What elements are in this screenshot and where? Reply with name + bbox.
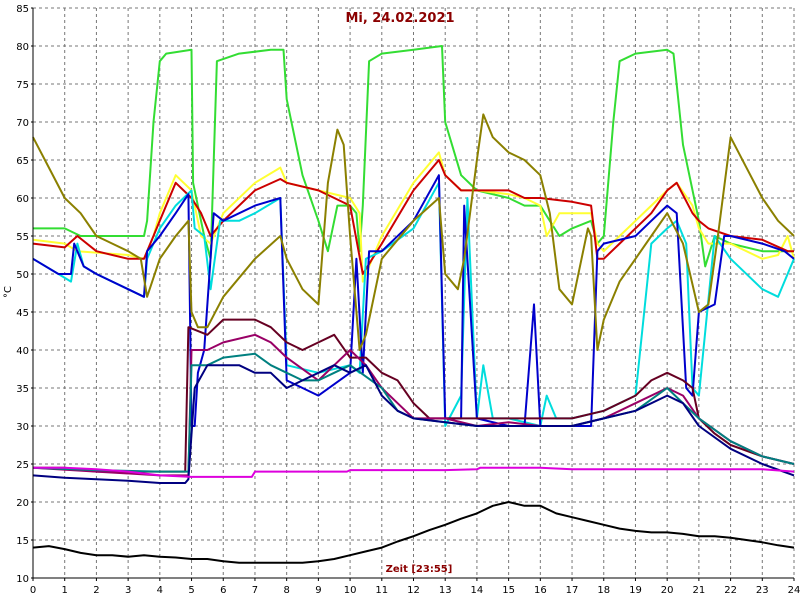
y-tick-label: 75 — [16, 80, 29, 91]
x-tick-label: 18 — [597, 585, 610, 596]
x-tick-label: 6 — [220, 585, 226, 596]
y-tick-label: 45 — [16, 308, 29, 319]
y-tick-label: 35 — [16, 384, 29, 395]
x-tick-label: 7 — [252, 585, 258, 596]
y-tick-label: 85 — [16, 4, 29, 15]
x-tick-label: 16 — [534, 585, 547, 596]
x-tick-label: 10 — [344, 585, 357, 596]
series-lines — [32, 45, 795, 564]
y-tick-label: 20 — [16, 498, 29, 509]
y-tick-label: 40 — [16, 346, 29, 357]
chart-title: Mi, 24.02.2021 — [345, 11, 454, 26]
y-tick-label: 30 — [16, 422, 29, 433]
x-tick-label: 9 — [315, 585, 321, 596]
series-line-6 — [32, 113, 795, 351]
series-line-7 — [33, 318, 795, 473]
x-tick-label: 1 — [62, 585, 68, 596]
x-tick-labels: 0 1 2 3 4 5 6 7 8 9 10 11 12 13 14 15 16 17 18 19 20 21 22 23 24 — [30, 578, 800, 596]
y-tick-label: 55 — [16, 232, 29, 243]
x-tick-label: 14 — [471, 585, 484, 596]
x-tick-label: 24 — [788, 585, 800, 596]
x-tick-label: 8 — [283, 585, 289, 596]
y-axis-label: °C — [3, 286, 14, 298]
series-line-12 — [32, 501, 795, 564]
series-line-11 — [33, 466, 795, 478]
y-tick-label: 80 — [16, 42, 29, 53]
series-line-3 — [32, 159, 794, 275]
x-tick-label: 12 — [407, 585, 420, 596]
y-tick-label: 25 — [16, 460, 29, 471]
series-line-1 — [33, 45, 794, 268]
x-tick-label: 21 — [693, 585, 706, 596]
x-tick-label: 13 — [439, 585, 452, 596]
x-tick-label: 4 — [157, 585, 163, 596]
x-tick-label: 2 — [93, 585, 99, 596]
x-axis-label: Zeit [23:55] — [386, 564, 453, 575]
x-tick-label: 5 — [188, 585, 194, 596]
x-tick-label: 17 — [566, 585, 579, 596]
x-tick-label: 20 — [661, 585, 674, 596]
y-tick-label: 15 — [16, 536, 29, 547]
series-line-10 — [32, 364, 795, 484]
x-tick-label: 0 — [30, 585, 36, 596]
x-tick-label: 3 — [125, 585, 131, 596]
x-tick-label: 19 — [629, 585, 642, 596]
x-tick-label: 23 — [756, 585, 769, 596]
y-tick-label: 65 — [16, 156, 29, 167]
y-tick-label: 60 — [16, 194, 29, 205]
y-tick-label: 50 — [16, 270, 29, 281]
y-tick-labels: 10 15 20 25 30 35 40 45 50 55 60 65 70 75 80 85 — [16, 4, 33, 585]
y-tick-label: 70 — [16, 118, 29, 129]
x-tick-label: 15 — [502, 585, 515, 596]
series-line-9 — [32, 352, 795, 473]
y-tick-label: 10 — [16, 574, 29, 585]
series-line-5 — [32, 174, 795, 427]
x-tick-label: 22 — [724, 585, 737, 596]
x-tick-label: 11 — [375, 585, 388, 596]
